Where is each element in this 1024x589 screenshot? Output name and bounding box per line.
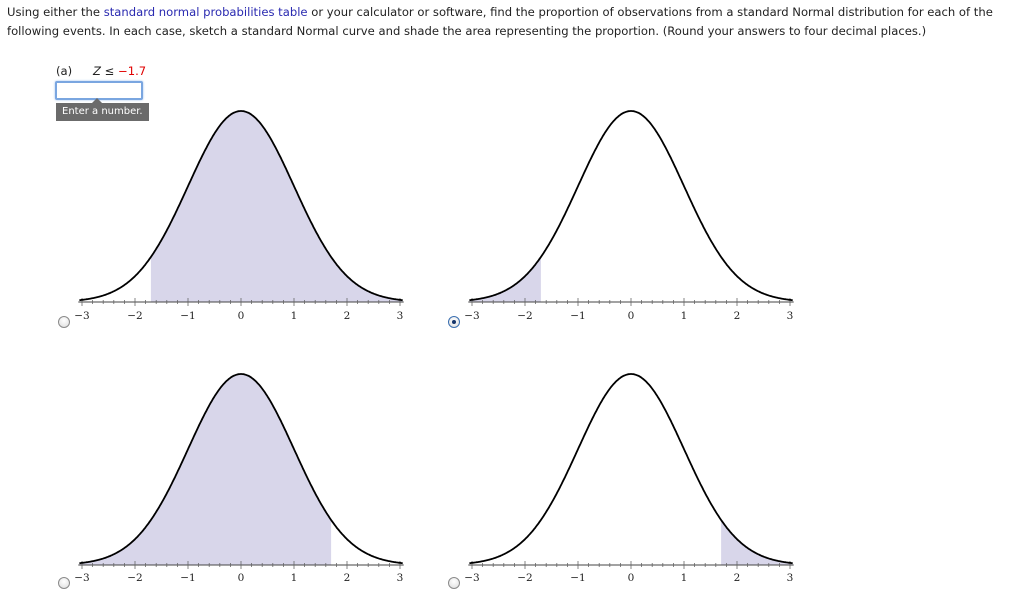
axis-tick-label: 0: [627, 310, 635, 322]
option-3-radio[interactable]: [58, 577, 70, 589]
prompt-text-end: or your calculator or software, find the…: [7, 5, 993, 38]
axis-tick-label: 2: [343, 572, 351, 584]
input-tooltip: Enter a number.: [56, 98, 149, 121]
part-a-condition: Z ≤ −1.7: [93, 64, 146, 78]
option-2-radio[interactable]: [448, 316, 460, 328]
answer-input[interactable]: [55, 81, 143, 100]
axis-tick-label: 3: [396, 572, 404, 584]
axis-tick-label: 3: [786, 310, 794, 322]
option-4-graph: [460, 373, 805, 569]
axis-tick-label: 2: [343, 310, 351, 322]
axis-tick-label: −2: [517, 310, 533, 322]
axis-tick-label: 2: [733, 310, 741, 322]
radio-dot: [452, 320, 456, 324]
axis-tick-label: 3: [396, 310, 404, 322]
axis-tick-label: −1: [180, 310, 196, 322]
part-a-label: (a): [56, 64, 73, 78]
shaded-area: [79, 374, 332, 565]
axis-tick-label: −2: [127, 572, 143, 584]
axis-tick-label: 1: [680, 572, 688, 584]
standard-normal-table-link[interactable]: standard normal probabilities table: [103, 5, 308, 19]
option-3-graph: [70, 373, 415, 569]
normal-curve: [469, 373, 793, 565]
normal-curve: [79, 110, 403, 302]
normal-curve: [79, 373, 403, 565]
shaded-area: [150, 111, 403, 302]
shaded-area: [469, 257, 541, 302]
condition-variable: Z ≤: [93, 64, 119, 78]
axis-tick-label: −2: [127, 310, 143, 322]
axis-tick-label: −1: [570, 572, 586, 584]
condition-value: −1.7: [118, 64, 147, 78]
axis-tick-label: 0: [237, 572, 245, 584]
axis-tick-label: −1: [570, 310, 586, 322]
option-2-graph: [460, 110, 805, 306]
option-1-graph: [70, 110, 415, 306]
axis-tick-label: −3: [464, 310, 480, 322]
prompt-text-start: Using either the: [7, 5, 104, 19]
axis-tick-label: 0: [627, 572, 635, 584]
question-prompt: Using either the standard normal probabi…: [7, 3, 1017, 41]
normal-curve: [469, 110, 793, 302]
axis-tick-label: 1: [290, 572, 298, 584]
axis-tick-label: −3: [464, 572, 480, 584]
axis-tick-label: 1: [680, 310, 688, 322]
axis-tick-label: −3: [74, 310, 90, 322]
axis-tick-label: 0: [237, 310, 245, 322]
option-1-radio[interactable]: [58, 316, 70, 328]
axis-tick-label: 2: [733, 572, 741, 584]
axis-tick-label: −1: [180, 572, 196, 584]
axis-tick-label: −3: [74, 572, 90, 584]
axis-tick-label: −2: [517, 572, 533, 584]
axis-tick-label: 1: [290, 310, 298, 322]
shaded-area: [721, 520, 793, 565]
axis-tick-label: 3: [786, 572, 794, 584]
option-4-radio[interactable]: [448, 577, 460, 589]
